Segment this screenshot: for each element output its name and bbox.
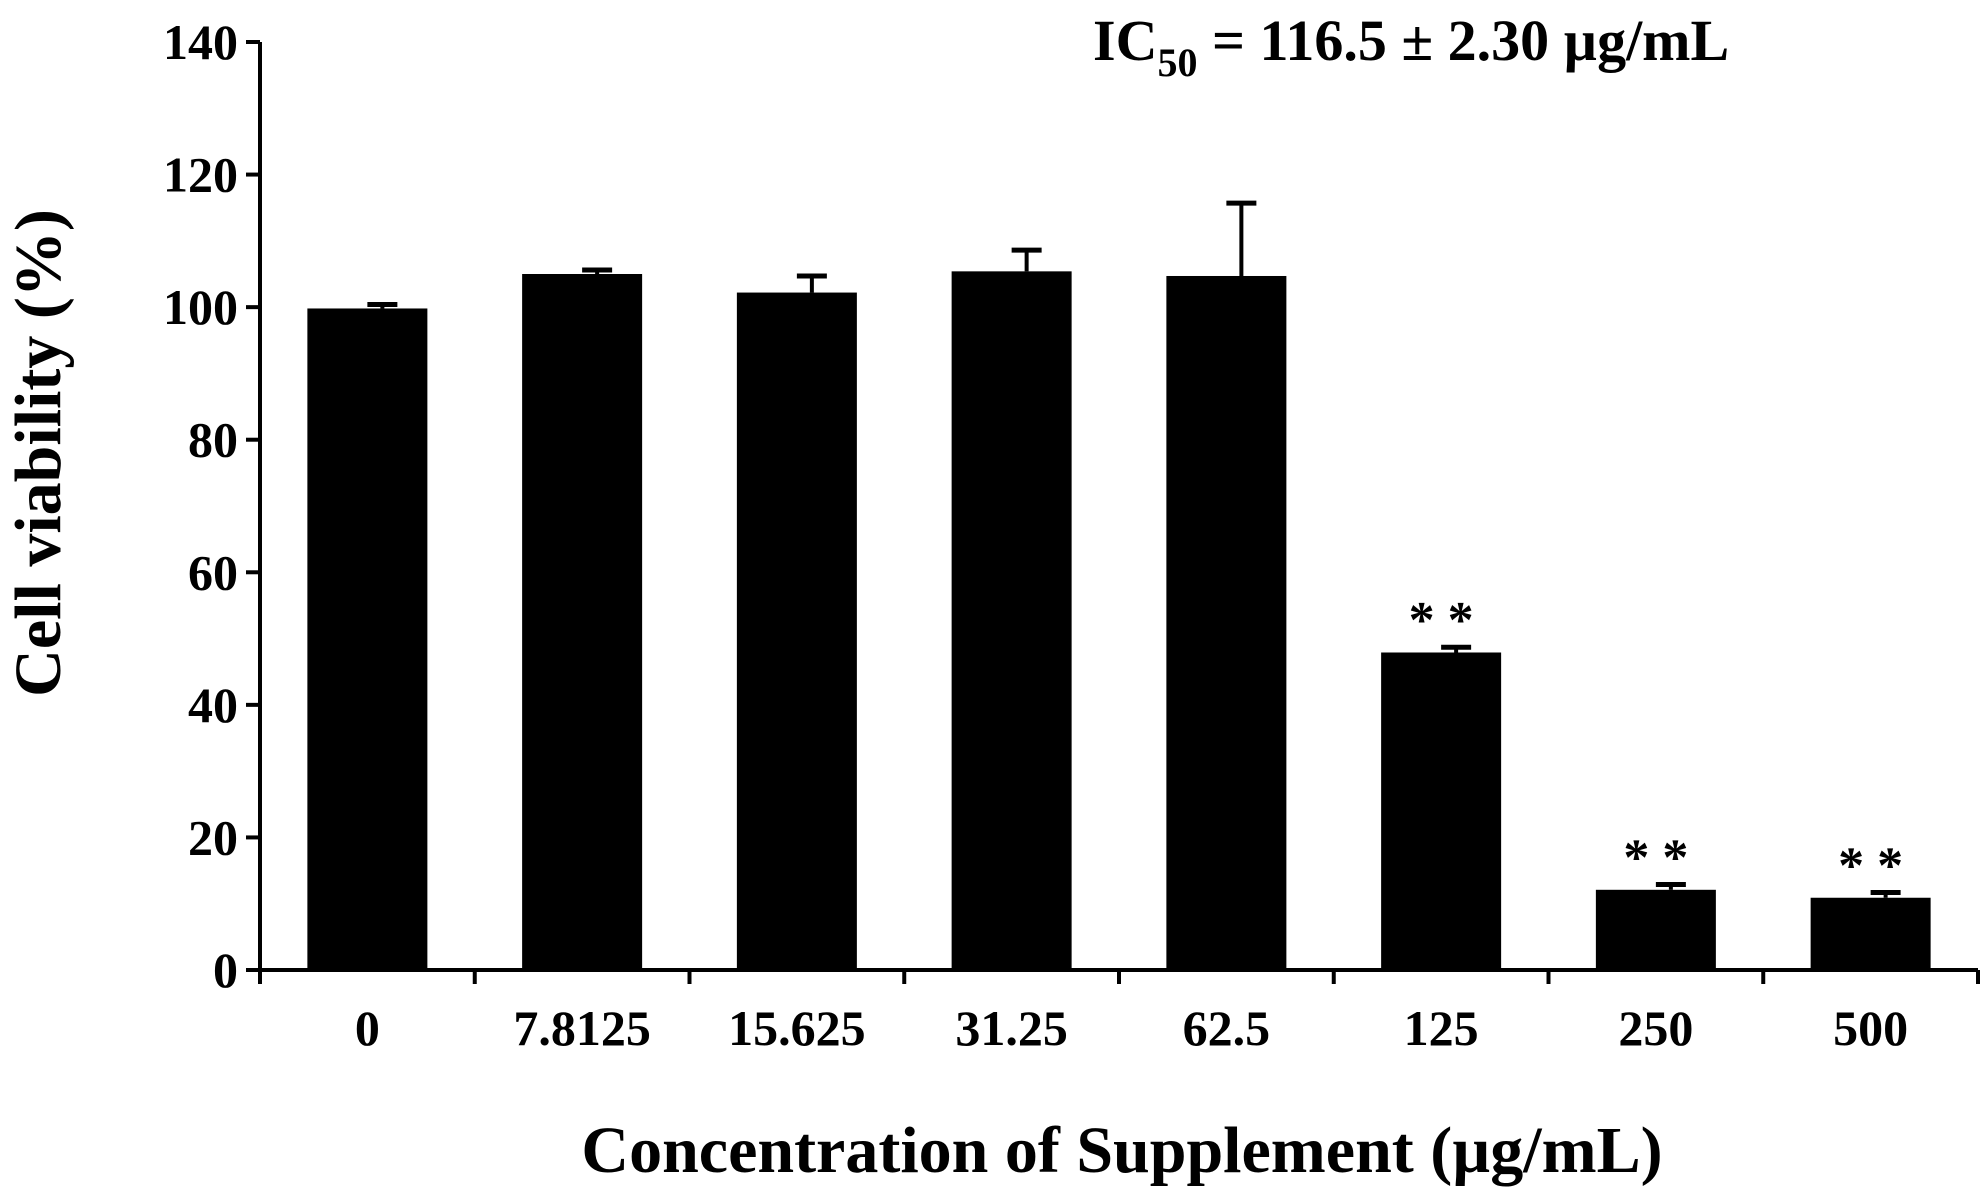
x-axis-title: Concentration of Supplement (µg/mL) xyxy=(581,1114,1662,1187)
x-tick-label: 15.625 xyxy=(728,1000,866,1056)
y-axis-title: Cell viability (%) xyxy=(2,209,75,697)
y-tick-label: 120 xyxy=(163,147,238,203)
y-tick-label: 20 xyxy=(188,809,238,865)
y-tick-label: 140 xyxy=(163,14,238,70)
x-axis: 0 7.8125 15.625 31.25 62.5 125 250 500 xyxy=(258,968,1980,1056)
ic50-value: = 116.5 ± 2.30 µg/mL xyxy=(1197,8,1729,73)
x-tick-label: 500 xyxy=(1833,1000,1908,1056)
error-bars xyxy=(367,200,1901,898)
bar xyxy=(1166,275,1287,970)
ic50-prefix: IC xyxy=(1093,8,1157,73)
x-tick-label: 31.25 xyxy=(955,1000,1068,1056)
bar xyxy=(1381,652,1502,970)
y-axis: 0 20 40 60 80 100 120 140 xyxy=(163,14,262,998)
ic50-annotation: IC50 = 116.5 ± 2.30 µg/mL xyxy=(1093,8,1729,85)
x-tick-label: 0 xyxy=(355,1000,380,1056)
x-tick-label: 62.5 xyxy=(1183,1000,1271,1056)
ic50-subscript: 50 xyxy=(1157,40,1197,85)
y-tick-label: 0 xyxy=(213,942,238,998)
bar xyxy=(522,274,643,970)
significance-label: * * xyxy=(1409,592,1474,649)
bar xyxy=(307,308,428,970)
y-tick-label: 80 xyxy=(188,412,238,468)
bar xyxy=(1595,889,1716,970)
significance-marks: * * * * * * xyxy=(1409,592,1904,894)
significance-label: * * xyxy=(1623,829,1688,886)
bar xyxy=(1810,897,1931,970)
x-tick-label: 250 xyxy=(1618,1000,1693,1056)
significance-label: * * xyxy=(1838,837,1903,894)
bar xyxy=(736,292,857,970)
bars xyxy=(307,271,1931,970)
x-tick-label: 125 xyxy=(1404,1000,1479,1056)
y-tick-label: 40 xyxy=(188,677,238,733)
y-tick-label: 100 xyxy=(163,279,238,335)
bar xyxy=(951,271,1072,970)
x-tick-label: 7.8125 xyxy=(513,1000,651,1056)
y-tick-label: 60 xyxy=(188,544,238,600)
